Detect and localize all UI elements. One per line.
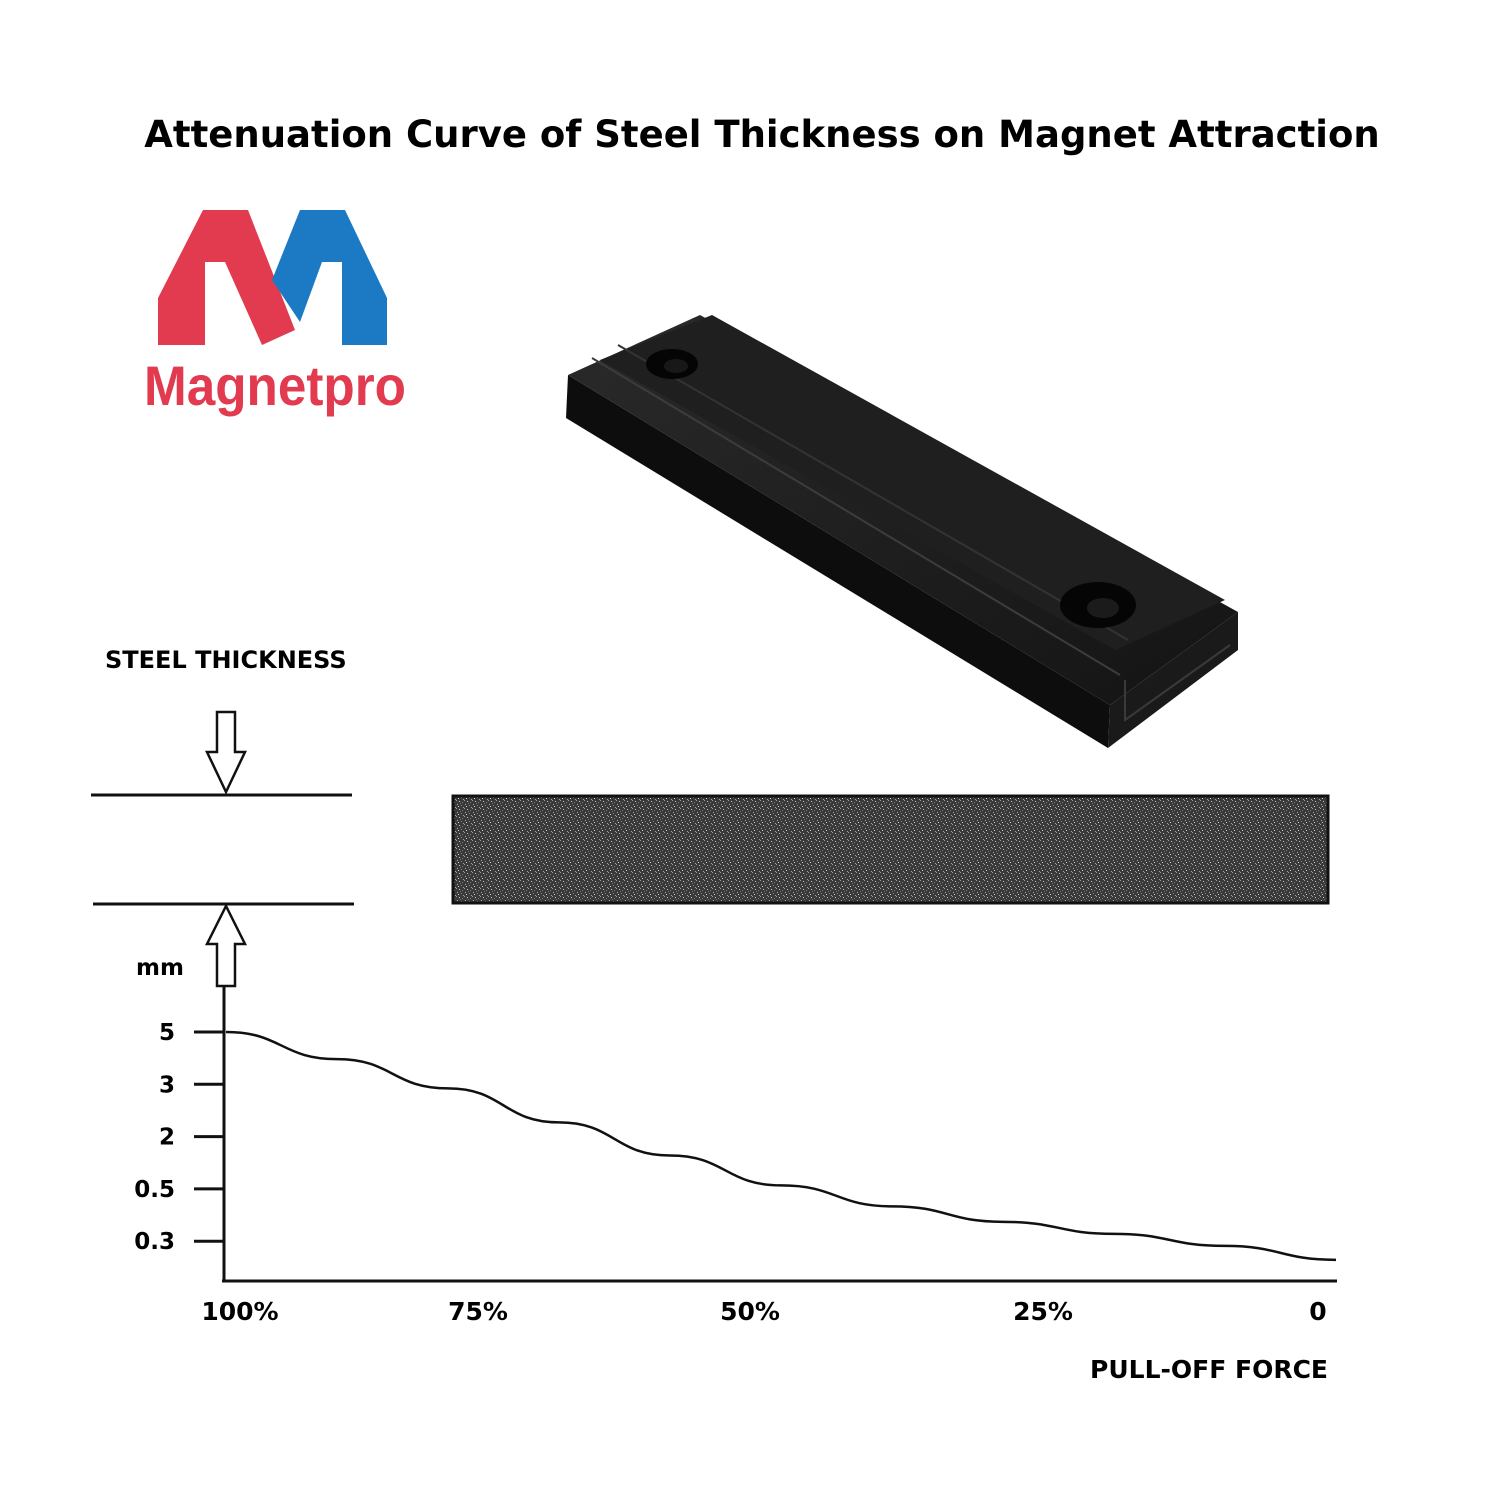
x-tick-label: 0 xyxy=(1309,1297,1326,1326)
steel-thickness-diagram: STEEL THICKNESS xyxy=(91,646,1330,988)
logo-wordmark: Magnetpro xyxy=(144,354,406,417)
logo-red-arch xyxy=(158,210,295,345)
up-arrow-icon xyxy=(204,903,248,988)
y-axis-label: mm xyxy=(136,955,184,981)
y-tick-label: 2 xyxy=(159,1125,175,1151)
down-arrow-icon xyxy=(205,710,247,795)
x-axis-label: PULL-OFF FORCE xyxy=(1090,1355,1328,1384)
chart-title: Attenuation Curve of Steel Thickness on … xyxy=(144,113,1379,156)
x-tick-label: 75% xyxy=(448,1297,508,1326)
logo-blue-arch xyxy=(272,210,387,345)
x-tick-label: 25% xyxy=(1013,1297,1073,1326)
x-tick-label: 100% xyxy=(201,1297,278,1326)
y-axis-ticks: 5 3 2 0.5 0.3 xyxy=(134,1020,224,1255)
y-tick-label: 0.3 xyxy=(134,1229,175,1255)
y-tick-label: 5 xyxy=(159,1020,175,1046)
product-magnet-image xyxy=(566,315,1238,748)
magnetpro-logo: Magnetpro xyxy=(144,210,406,417)
y-tick-label: 0.5 xyxy=(134,1177,175,1203)
x-tick-label: 50% xyxy=(720,1297,780,1326)
attenuation-curve xyxy=(225,1030,1337,1262)
steel-thickness-label: STEEL THICKNESS xyxy=(105,646,347,674)
steel-plate xyxy=(451,794,1330,905)
attenuation-chart: mm 5 3 2 0.5 0.3 100% 75% 50% 25% 0 PULL-OFF FOR… xyxy=(134,955,1337,1384)
x-axis-ticks: 100% 75% 50% 25% 0 xyxy=(201,1297,1326,1326)
y-tick-label: 3 xyxy=(159,1072,175,1098)
